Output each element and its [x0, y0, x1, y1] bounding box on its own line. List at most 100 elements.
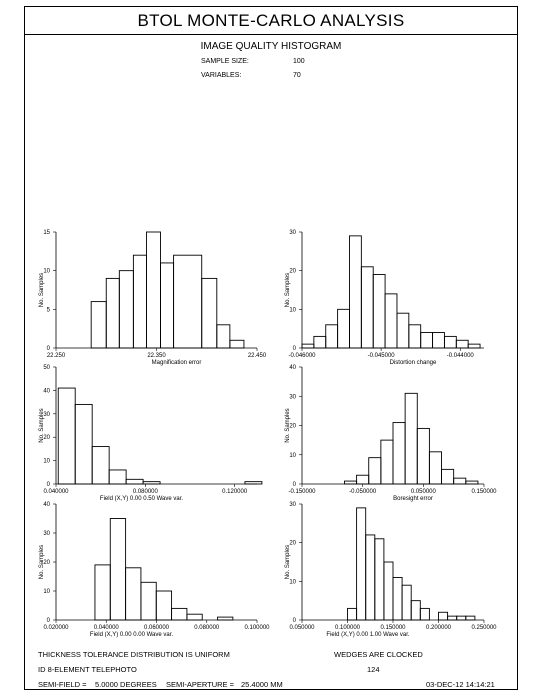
x-tick-label: 0.100000 [335, 625, 361, 631]
histogram-bar [465, 480, 479, 485]
histogram-bar [368, 457, 382, 485]
x-axis-label: Magnification error [152, 360, 202, 366]
histogram-bar [173, 254, 203, 349]
histogram-bar [301, 343, 315, 349]
x-tick-label: 0.250000 [471, 625, 497, 631]
y-axis-label: No. Samples [285, 545, 291, 579]
histogram-bar [108, 469, 127, 485]
x-tick-label: 0.150000 [380, 625, 406, 631]
histogram-bar [374, 538, 385, 621]
histogram-bar [118, 270, 134, 349]
variables-value: 70 [293, 72, 301, 79]
histogram-bar [383, 561, 394, 621]
report-frame: BTOL MONTE-CARLO ANALYSIS IMAGE QUALITY … [24, 6, 518, 690]
histogram-bar [438, 611, 449, 621]
x-tick-label: 0.050000 [289, 625, 315, 631]
histogram-bar [453, 477, 467, 485]
histogram-bar [91, 446, 110, 485]
histogram-bar [380, 439, 394, 485]
x-tick-label: -0.050000 [349, 489, 377, 495]
variables-label: VARIABLES: [201, 72, 242, 79]
histogram-bar [356, 474, 370, 485]
histogram-bar [372, 274, 386, 349]
distribution-note: THICKNESS TOLERANCE DISTRIBUTION IS UNIF… [38, 650, 230, 659]
y-tick-label: 40 [43, 502, 50, 508]
histogram-bar [401, 584, 412, 621]
histogram-bar [105, 277, 120, 349]
sample-size-value: 100 [293, 58, 305, 65]
x-tick-label: 0.060000 [144, 625, 170, 631]
x-axis-label: Boresight error [393, 496, 433, 502]
histogram-bar [229, 339, 245, 349]
x-tick-label: 0.080000 [194, 625, 220, 631]
sample-size-label: SAMPLE SIZE: [201, 58, 249, 65]
y-tick-label: 0 [47, 482, 51, 488]
x-tick-label: -0.045000 [368, 353, 396, 359]
y-axis-label: No. Samples [39, 545, 45, 579]
histogram-bar [349, 235, 362, 349]
histogram-bar [441, 468, 455, 485]
histogram-bar [428, 451, 442, 485]
x-tick-label: 0.080000 [133, 489, 159, 495]
x-axis-label: Field (X,Y) 0.00 0.00 Wave var. [90, 632, 173, 638]
histogram-bar [344, 480, 358, 485]
y-tick-label: 15 [43, 230, 50, 236]
histogram-bar [416, 427, 430, 485]
x-tick-label: 0.020000 [43, 625, 69, 631]
x-tick-label: 0.150000 [471, 489, 497, 495]
y-tick-label: 10 [289, 579, 296, 585]
histogram-bar [90, 301, 107, 349]
y-tick-label: 0 [293, 346, 297, 352]
y-tick-label: 20 [289, 541, 296, 547]
y-tick-label: 30 [43, 531, 50, 537]
histogram-bar [447, 615, 458, 621]
x-tick-label: 0.040000 [94, 625, 120, 631]
histogram-bar [94, 564, 111, 621]
histogram-bar [125, 567, 142, 621]
histogram-bar [57, 387, 76, 485]
histogram-bar [384, 293, 398, 349]
lens-id: ID 8-ELEMENT TELEPHOTO [38, 665, 137, 674]
histogram-bar [455, 339, 469, 349]
x-tick-label: -0.044000 [447, 353, 475, 359]
y-tick-label: 20 [43, 560, 50, 566]
y-tick-label: 20 [289, 424, 296, 430]
y-tick-label: 0 [47, 618, 51, 624]
x-tick-label: 0.200000 [426, 625, 452, 631]
x-axis-label: Distortion change [390, 360, 437, 366]
histogram-bar [244, 481, 263, 485]
histogram-bar [392, 577, 403, 621]
semi-field-label: SEMI-FIELD = [38, 680, 87, 689]
y-tick-label: 10 [43, 589, 50, 595]
x-tick-label: 0.050000 [411, 489, 437, 495]
x-tick-label: -0.046000 [288, 353, 316, 359]
y-tick-label: 10 [289, 453, 296, 459]
histogram-bar [216, 324, 231, 349]
histogram-bar [396, 312, 410, 349]
histogram-bar [420, 332, 434, 349]
x-tick-label: 0.100000 [244, 625, 270, 631]
y-tick-label: 5 [47, 307, 51, 313]
histogram-bar [145, 231, 161, 349]
histogram-bar [217, 616, 234, 621]
y-axis-label: No. Samples [285, 408, 291, 442]
y-tick-label: 0 [293, 618, 297, 624]
y-tick-label: 40 [289, 365, 296, 371]
y-axis-label: No. Samples [39, 408, 45, 442]
x-tick-label: 22.450 [248, 353, 267, 359]
y-tick-label: 10 [289, 307, 296, 313]
x-tick-label: 22.350 [147, 353, 166, 359]
x-tick-label: -0.150000 [288, 489, 316, 495]
histogram-bar [109, 518, 127, 621]
histogram-subtitle: IMAGE QUALITY HISTOGRAM [200, 41, 342, 52]
histogram-bar [365, 534, 376, 621]
x-axis-label: Field (X,Y) 0.00 0.50 Wave var. [100, 496, 183, 502]
histogram-bar [360, 266, 374, 349]
histogram-bar [432, 332, 445, 349]
y-tick-label: 20 [43, 435, 50, 441]
histogram-bar [125, 478, 144, 485]
y-tick-label: 30 [43, 412, 50, 418]
histogram-bar [410, 600, 421, 621]
y-tick-label: 40 [43, 388, 50, 394]
